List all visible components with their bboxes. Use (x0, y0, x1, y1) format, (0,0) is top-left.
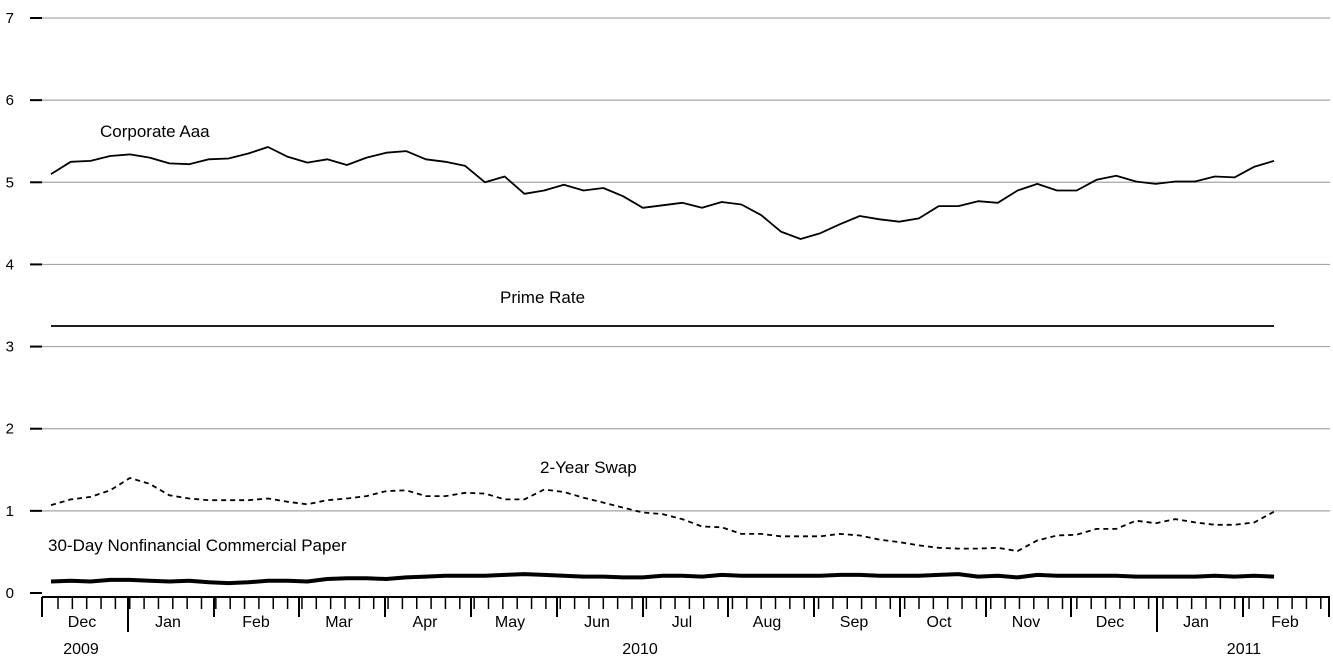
grid-layer (42, 17, 1330, 512)
x-month-label-3: Mar (325, 614, 353, 631)
x-year-label-2011: 2011 (1227, 641, 1262, 658)
series-line-30-day-nonfinancial-commercial-paper (50, 572, 1275, 586)
x-month-label-10: Oct (927, 614, 952, 631)
y-axis: 0 1 2 3 4 5 6 7 (6, 10, 42, 602)
series-layer (50, 146, 1275, 586)
y-tick-label-0: 0 (6, 585, 14, 602)
x-month-label-1: Jan (155, 614, 181, 631)
x-month-label-7: Jul (672, 614, 692, 631)
y-tick-label-1: 1 (6, 503, 14, 520)
series-label-prime-rate: Prime Rate (500, 288, 585, 307)
x-month-label-0: Dec (68, 614, 96, 631)
x-month-label-9: Sep (840, 614, 869, 631)
x-month-label-12: Dec (1096, 614, 1124, 631)
x-month-label-4: Apr (413, 614, 439, 631)
series-label-2-year-swap: 2-Year Swap (540, 458, 637, 477)
y-tick-label-4: 4 (6, 256, 14, 273)
y-tick-label-7: 7 (6, 10, 14, 27)
x-month-label-14: Feb (1271, 614, 1299, 631)
series-label-30-day-commercial-paper: 30-Day Nonfinancial Commercial Paper (48, 536, 347, 555)
x-month-label-13: Jan (1183, 614, 1209, 631)
series-labels: Corporate Aaa Prime Rate 2-Year Swap 30-… (48, 122, 637, 555)
x-month-label-11: Nov (1012, 614, 1040, 631)
x-month-label-5: May (495, 614, 525, 631)
y-tick-label-3: 3 (6, 339, 14, 356)
y-tick-label-5: 5 (6, 174, 14, 191)
x-year-label-2010: 2010 (622, 641, 658, 658)
series-label-corporate-aaa: Corporate Aaa (100, 122, 210, 141)
x-month-label-2: Feb (242, 614, 270, 631)
y-tick-label-2: 2 (6, 421, 14, 438)
x-axis: Dec Jan Feb Mar Apr May Jun Jul Aug Sep Oct Nov Dec J… (41, 596, 1330, 658)
x-year-label-2009: 2009 (63, 641, 99, 658)
series-line-corporate-aaa (50, 146, 1275, 240)
series-line-2-year-swap (50, 477, 1275, 552)
y-tick-label-6: 6 (6, 92, 14, 109)
x-month-label-6: Jun (584, 614, 610, 631)
x-month-label-8: Aug (753, 614, 781, 631)
